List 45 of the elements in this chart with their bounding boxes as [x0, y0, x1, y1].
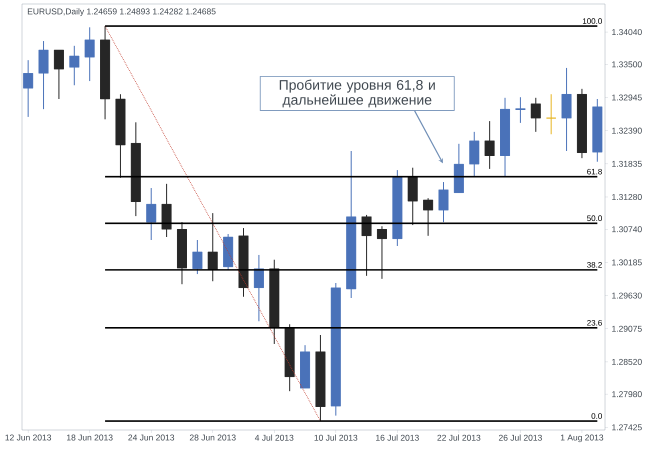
x-tick-label: 12 Jun 2013: [5, 434, 52, 441]
x-tick-label: 18 Jun 2013: [67, 434, 113, 441]
candlestick: [408, 167, 418, 226]
y-tick-label: 1.27425: [612, 424, 642, 430]
y-tick-label: 1.33500: [612, 61, 642, 68]
candlestick: [146, 188, 156, 240]
candlestick: [69, 45, 80, 86]
candlestick: [469, 131, 480, 177]
x-tick-label: 22 Jul 2013: [437, 434, 480, 441]
candlestick: [376, 226, 387, 280]
y-tick-label: 1.34040: [612, 29, 642, 36]
y-tick-label: 1.27980: [612, 391, 642, 398]
x-tick-label: 24 Jun 2013: [128, 434, 174, 441]
y-tick-label: 1.29630: [612, 292, 642, 299]
y-tick-label: 1.29075: [612, 326, 642, 332]
candlestick: [438, 182, 449, 223]
candlestick: [54, 50, 64, 100]
x-tick-label: 26 Jul 2013: [498, 434, 542, 441]
candlestick: [546, 94, 557, 135]
y-tick-label: 1.31835: [612, 160, 642, 167]
y-tick-label: 1.31280: [612, 194, 642, 200]
candlestick: [84, 26, 95, 82]
candlestick: [362, 214, 372, 276]
x-tick-label: 28 Jun 2013: [190, 434, 236, 441]
chart-title: EURUSD,Daily 1.24659 1.24893 1.24282 1.24685: [28, 8, 216, 16]
candlestick: [515, 96, 526, 124]
candlestick: [254, 254, 264, 322]
y-tick-label: 1.32390: [612, 128, 642, 134]
y-tick-label: 1.28520: [612, 358, 642, 365]
y-tick-label: 1.30185: [612, 259, 642, 266]
candlestick: [208, 212, 218, 282]
annotation: Пробитие уровня 61,8 и дальнейшее движение: [280, 79, 435, 108]
y-tick-label: 1.32945: [612, 94, 642, 100]
candlestick: [423, 198, 434, 236]
candlestick: [530, 97, 541, 132]
x-tick-label: 1 Aug 2013: [560, 434, 604, 442]
candlestick: [562, 67, 572, 152]
x-tick-label: 10 Jul 2013: [314, 434, 358, 441]
x-tick-label: 16 Jul 2013: [376, 434, 419, 441]
y-tick-label: 1.30740: [612, 226, 642, 232]
candlestick: [23, 60, 34, 118]
candlestick: [484, 120, 495, 170]
x-tick-label: 4 Jul 2013: [254, 434, 294, 441]
candlestick: [38, 40, 49, 110]
candlestick: [192, 240, 202, 275]
